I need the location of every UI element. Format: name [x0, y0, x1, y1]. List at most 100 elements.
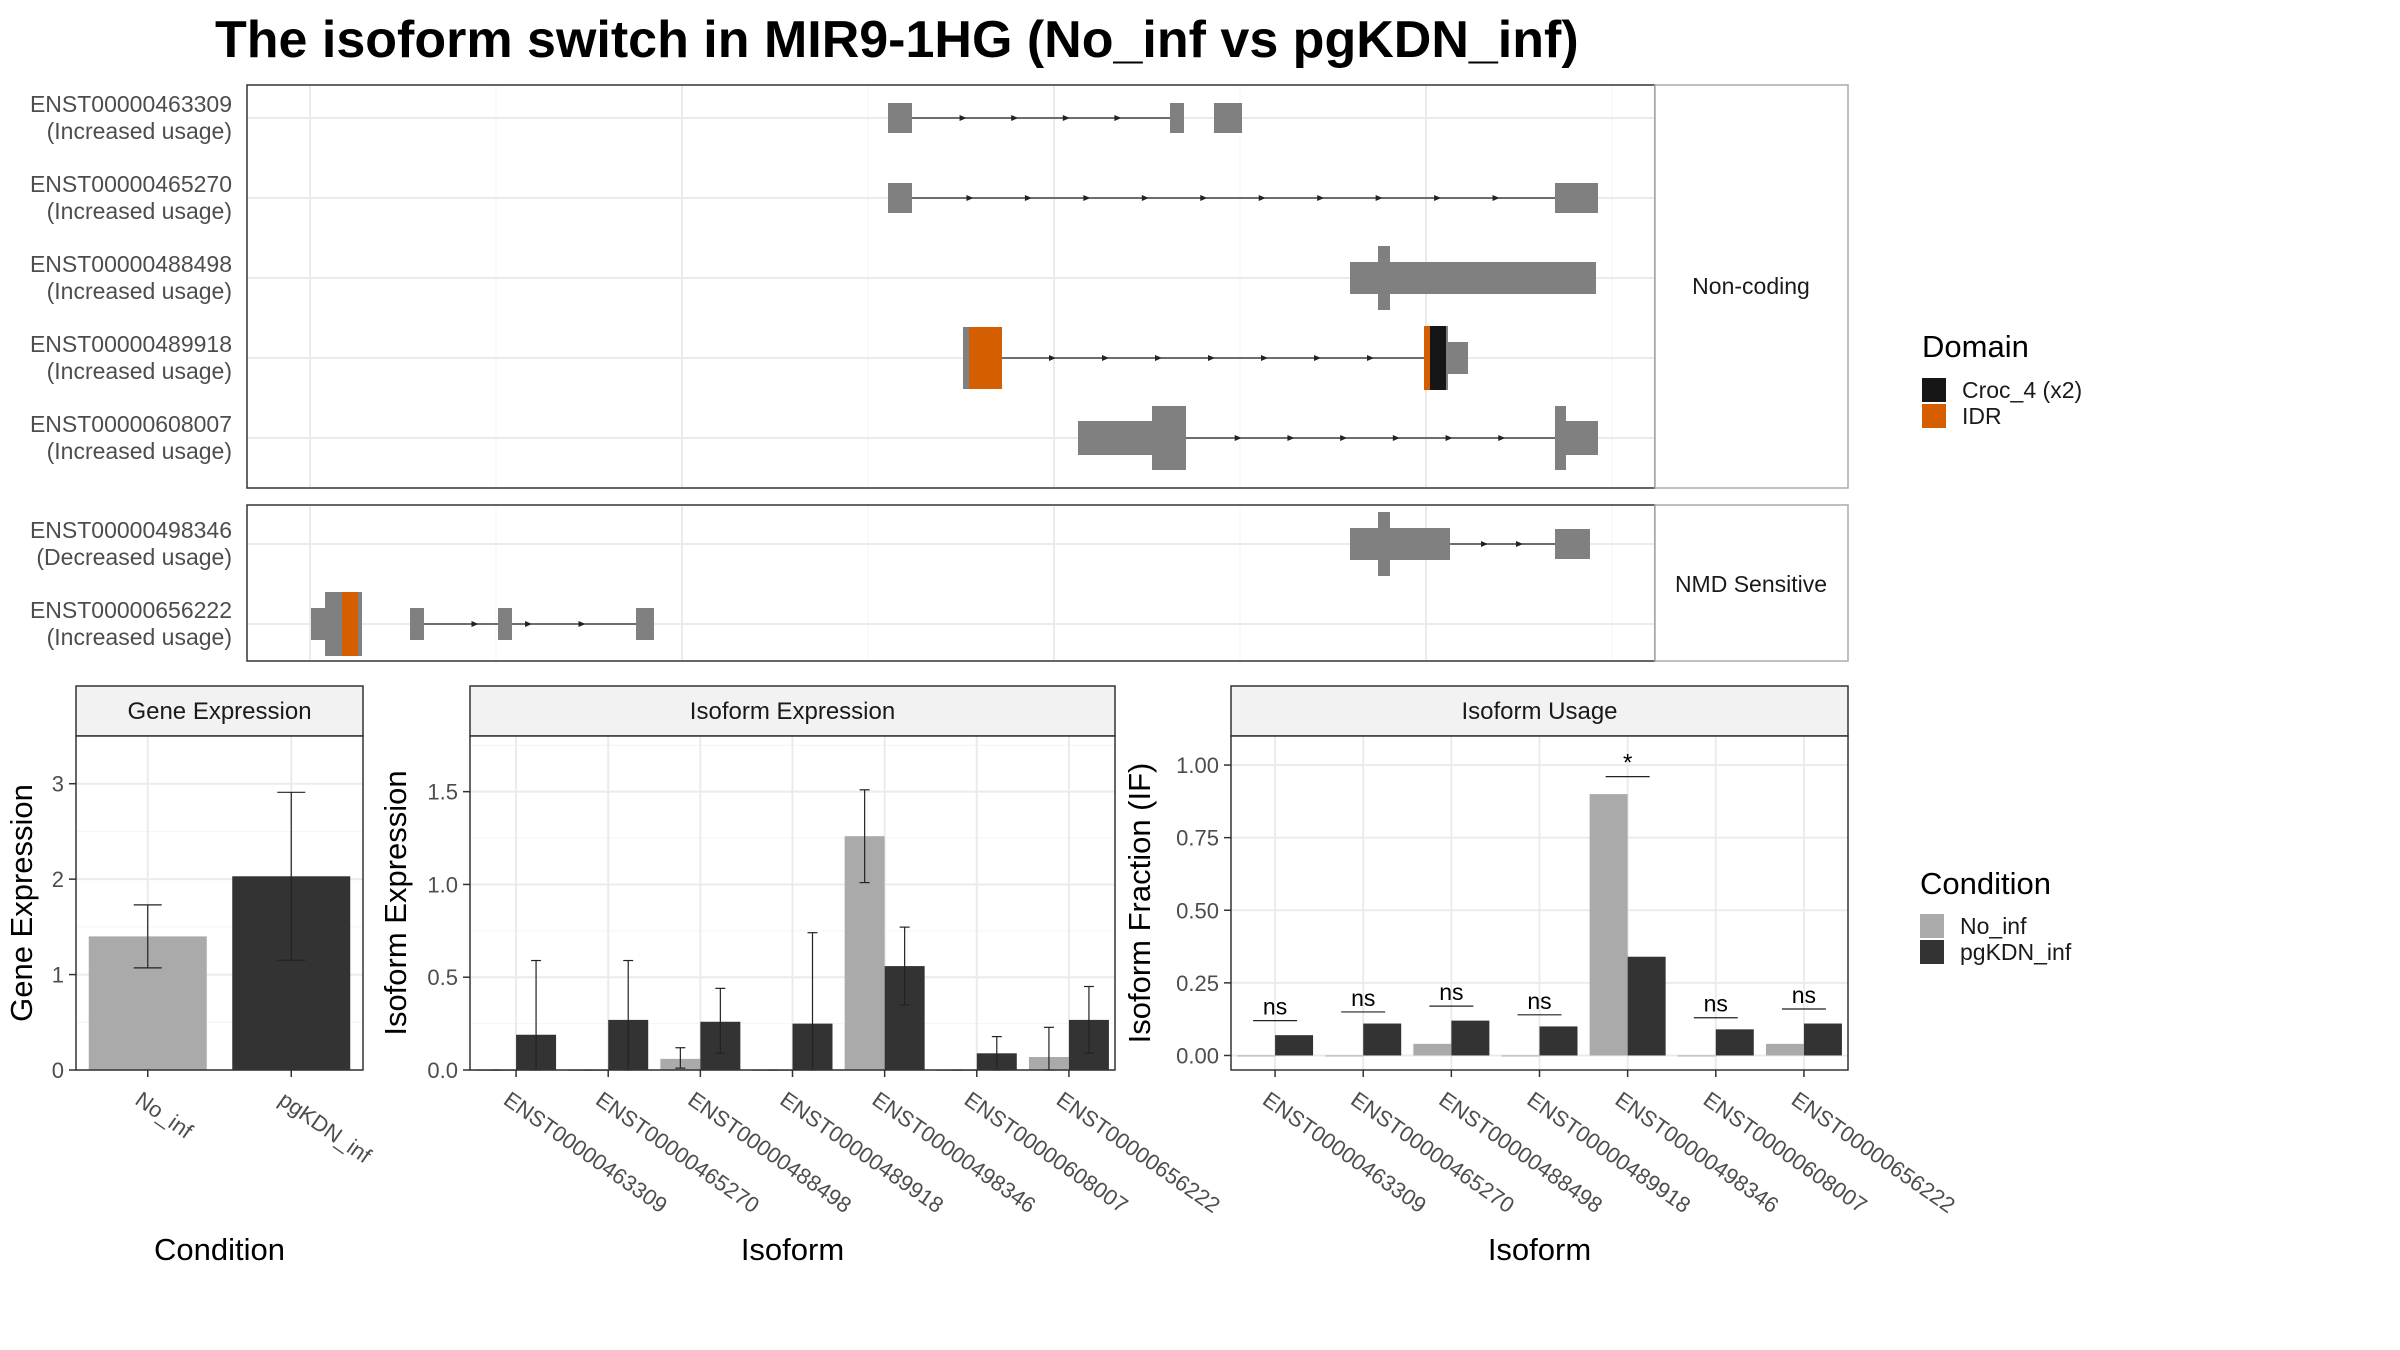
significance-label: *: [1623, 750, 1632, 777]
isoform-expression-chart: Isoform Expression 0.0 0.5 1.0 1.5 ENST000004…: [378, 685, 1225, 1267]
transcript-id-label: ENST00000656222: [30, 597, 232, 623]
transcript-usage-label: (Increased usage): [47, 278, 232, 304]
strand-arrow: [1200, 195, 1208, 201]
significance-label: ns: [1439, 979, 1463, 1005]
transcript-usage-label: (Increased usage): [47, 118, 232, 144]
x-tick-label: ENST00000498346: [868, 1087, 1041, 1218]
non-coding-strip: [1654, 84, 1849, 489]
gene-expression-chart: Gene Expression 0 1 2 3 No_inf pgKDN_inf Condit…: [4, 685, 377, 1267]
strand-arrow: [1155, 355, 1162, 361]
transcript-id-label: ENST00000489918: [30, 331, 232, 357]
exon: [1350, 528, 1450, 560]
domain-legend-title: Domain: [1922, 329, 2029, 364]
strand-arrow: [1434, 195, 1442, 201]
idr-legend-label: IDR: [1962, 403, 2002, 429]
y-tick-label: 0: [52, 1058, 64, 1083]
significance-label: ns: [1527, 988, 1551, 1014]
panel-strip: [469, 685, 1116, 737]
strand-arrow: [1114, 115, 1122, 121]
x-tick-label: ENST00000489918: [1523, 1087, 1696, 1218]
exon: [888, 103, 912, 133]
transcript-usage-label: (Increased usage): [47, 198, 232, 224]
isoform-usage-chart: Isoform Usage 0.00 0.25 0.50 0.75 1.00 ns ENST0…: [1122, 685, 1960, 1267]
transcript-labels: ENST00000463309(Increased usage)ENST0000…: [30, 91, 232, 650]
strand-arrow: [1492, 195, 1500, 201]
y-axis-title: Isoform Expression: [378, 770, 413, 1035]
y-tick-label: 0.5: [427, 965, 458, 990]
croc4-legend-label: Croc_4 (x2): [1962, 377, 2082, 403]
x-tick-label: ENST00000488498: [1434, 1087, 1607, 1218]
y-axis-title: Gene Expression: [4, 784, 39, 1022]
strand-arrow: [1314, 355, 1321, 361]
strand-arrow: [1317, 195, 1325, 201]
transcript-id-label: ENST00000488498: [30, 251, 232, 277]
x-tick-label: ENST00000465270: [591, 1087, 764, 1218]
x-tick-label: ENST00000656222: [1052, 1087, 1225, 1218]
cds-exon: [1152, 406, 1186, 470]
transcript-usage-label: (Increased usage): [47, 358, 232, 384]
strand-arrow: [1062, 115, 1070, 121]
strand-arrow: [1049, 355, 1056, 361]
strand-arrow: [1498, 435, 1506, 441]
x-tick-label: ENST00000608007: [1699, 1087, 1872, 1218]
x-axis-title: Condition: [154, 1232, 285, 1267]
panel-title: Gene Expression: [127, 698, 311, 725]
exon: [1214, 103, 1242, 133]
panel-strip: [1230, 685, 1849, 737]
x-tick-label: ENST00000489918: [776, 1087, 949, 1218]
x-tick-label: ENST00000498346: [1611, 1087, 1784, 1218]
idr-swatch: [1922, 404, 1946, 428]
y-tick-label: 0.0: [427, 1058, 458, 1083]
bar-no-inf: [1589, 794, 1628, 1056]
panel-border: [75, 735, 364, 1071]
transcript-id-label: ENST00000608007: [30, 411, 232, 437]
figure-title: The isoform switch in MIR9-1HG (No_inf v…: [215, 11, 1579, 69]
strand-arrow: [1287, 435, 1295, 441]
strand-arrow: [1234, 435, 1242, 441]
transcript-usage-label: (Increased usage): [47, 438, 232, 464]
no-inf-swatch: [1920, 914, 1944, 938]
bar-pgkdn-inf: [1451, 1020, 1490, 1056]
y-tick-label: 2: [52, 867, 64, 892]
strand-arrow: [1445, 435, 1453, 441]
panel-border: [1230, 735, 1849, 1071]
transcript-usage-label: (Increased usage): [47, 624, 232, 650]
exon: [636, 608, 654, 640]
y-axis-title: Isoform Fraction (IF): [1122, 763, 1157, 1044]
x-axis-title: Isoform: [1488, 1232, 1591, 1267]
significance-label: ns: [1263, 994, 1287, 1020]
x-tick-label: ENST00000656222: [1787, 1087, 1960, 1218]
exon: [410, 608, 424, 640]
y-tick-label: 0.50: [1176, 898, 1219, 923]
y-tick-label: 1.00: [1176, 753, 1219, 778]
x-axis-title: Isoform: [741, 1232, 844, 1267]
strand-arrow: [1392, 435, 1400, 441]
croc4-domain: [1430, 326, 1446, 390]
idr-domain: [969, 327, 1002, 389]
x-tick-label: pgKDN_inf: [274, 1087, 376, 1169]
y-tick-label: 0.25: [1176, 971, 1219, 996]
strand-arrow: [1208, 355, 1215, 361]
x-tick-label: ENST00000608007: [960, 1087, 1133, 1218]
idr-domain: [342, 592, 358, 656]
strand-arrow: [1011, 115, 1019, 121]
transcript-usage-label: (Decreased usage): [36, 544, 232, 570]
y-tick-label: 1: [52, 963, 64, 988]
bar-no-inf: [1765, 1043, 1804, 1056]
significance-label: ns: [1792, 982, 1816, 1008]
strand-arrow: [1340, 435, 1348, 441]
bar-no-inf: [1677, 1055, 1716, 1057]
strand-arrow: [578, 621, 586, 627]
bar-no-inf: [1413, 1043, 1452, 1056]
cds-exon: [1378, 246, 1390, 310]
domain-legend: Domain Croc_4 (x2) IDR: [1922, 329, 2082, 429]
non-coding-facet-label: Non-coding: [1692, 273, 1810, 299]
idr-domain: [1424, 326, 1430, 390]
strand-arrow: [1141, 195, 1149, 201]
exon: [498, 608, 512, 640]
strand-arrow: [1258, 195, 1266, 201]
bar-pgkdn-inf: [1627, 956, 1666, 1056]
x-tick-label: ENST00000488498: [683, 1087, 856, 1218]
cds-exon: [1555, 406, 1566, 470]
